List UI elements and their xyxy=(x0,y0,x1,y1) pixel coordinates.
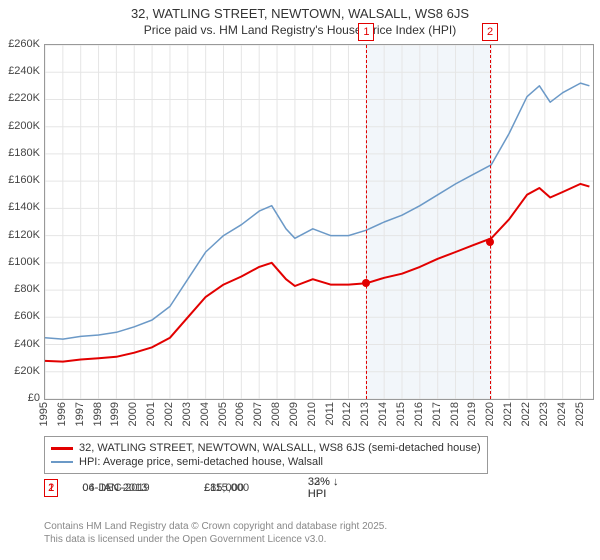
y-axis-label: £0 xyxy=(0,392,40,404)
x-axis-label: 2015 xyxy=(395,402,407,426)
x-axis-label: 2023 xyxy=(538,402,550,426)
chart-plot-area: 12 xyxy=(44,44,594,400)
x-axis-label: 2005 xyxy=(217,402,229,426)
x-axis-label: 2001 xyxy=(145,402,157,426)
sale-dot xyxy=(362,279,370,287)
y-axis-label: £220K xyxy=(0,92,40,104)
x-axis-label: 2016 xyxy=(413,402,425,426)
x-axis-label: 2024 xyxy=(556,402,568,426)
x-axis-label: 2006 xyxy=(234,402,246,426)
chart-subtitle: Price paid vs. HM Land Registry's House … xyxy=(0,23,600,41)
y-axis-label: £160K xyxy=(0,174,40,186)
legend-swatch-property xyxy=(51,447,73,450)
sale-marker-line xyxy=(366,45,367,399)
legend-swatch-hpi xyxy=(51,461,73,463)
y-axis-label: £100K xyxy=(0,256,40,268)
x-axis-label: 2009 xyxy=(288,402,300,426)
x-axis-label: 2014 xyxy=(377,402,389,426)
annotation-date: 06-DEC-2019 xyxy=(82,482,180,494)
legend-item-property: 32, WATLING STREET, NEWTOWN, WALSALL, WS… xyxy=(51,441,481,455)
x-axis-label: 1997 xyxy=(74,402,86,426)
x-axis-label: 2013 xyxy=(359,402,371,426)
x-axis-label: 2012 xyxy=(341,402,353,426)
chart-svg xyxy=(45,45,593,399)
x-axis-label: 2021 xyxy=(502,402,514,426)
x-axis-label: 2000 xyxy=(127,402,139,426)
sale-marker-badge: 2 xyxy=(482,23,498,41)
x-axis-label: 2022 xyxy=(520,402,532,426)
annotation-price: £115,000 xyxy=(204,482,284,494)
x-axis-label: 2004 xyxy=(199,402,211,426)
x-axis-label: 2020 xyxy=(484,402,496,426)
x-axis-label: 2008 xyxy=(270,402,282,426)
x-axis-label: 1999 xyxy=(109,402,121,426)
legend-label-property: 32, WATLING STREET, NEWTOWN, WALSALL, WS… xyxy=(79,442,481,454)
x-axis-label: 2007 xyxy=(252,402,264,426)
x-axis-label: 2017 xyxy=(431,402,443,426)
y-axis-label: £120K xyxy=(0,229,40,241)
y-axis-label: £200K xyxy=(0,120,40,132)
x-axis-label: 2011 xyxy=(324,402,336,426)
x-axis-label: 2018 xyxy=(449,402,461,426)
y-axis-label: £240K xyxy=(0,65,40,77)
x-axis-label: 2003 xyxy=(181,402,193,426)
x-axis-label: 2002 xyxy=(163,402,175,426)
legend-box: 32, WATLING STREET, NEWTOWN, WALSALL, WS… xyxy=(44,436,488,474)
sale-dot xyxy=(486,238,494,246)
y-axis-label: £180K xyxy=(0,147,40,159)
x-axis-label: 2010 xyxy=(306,402,318,426)
y-axis-label: £20K xyxy=(0,365,40,377)
y-axis-label: £140K xyxy=(0,201,40,213)
x-axis-label: 2019 xyxy=(466,402,478,426)
x-axis-label: 1998 xyxy=(92,402,104,426)
footer-line2: This data is licensed under the Open Gov… xyxy=(44,533,387,546)
footer-line1: Contains HM Land Registry data © Crown c… xyxy=(44,520,387,533)
chart-title: 32, WATLING STREET, NEWTOWN, WALSALL, WS… xyxy=(0,0,600,23)
x-axis-label: 1996 xyxy=(56,402,68,426)
y-axis-label: £260K xyxy=(0,38,40,50)
legend-label-hpi: HPI: Average price, semi-detached house,… xyxy=(79,456,323,468)
sale-annotation: 2 06-DEC-2019 £115,000 33% ↓ HPI xyxy=(44,476,354,500)
annotation-badge: 2 xyxy=(44,479,58,497)
footer: Contains HM Land Registry data © Crown c… xyxy=(44,520,387,546)
sale-marker-line xyxy=(490,45,491,399)
legend-item-hpi: HPI: Average price, semi-detached house,… xyxy=(51,455,481,469)
y-axis-label: £40K xyxy=(0,338,40,350)
y-axis-label: £60K xyxy=(0,310,40,322)
y-axis-label: £80K xyxy=(0,283,40,295)
x-axis-label: 1995 xyxy=(38,402,50,426)
sale-marker-badge: 1 xyxy=(358,23,374,41)
annotation-diff: 33% ↓ HPI xyxy=(308,476,354,500)
x-axis-label: 2025 xyxy=(574,402,586,426)
